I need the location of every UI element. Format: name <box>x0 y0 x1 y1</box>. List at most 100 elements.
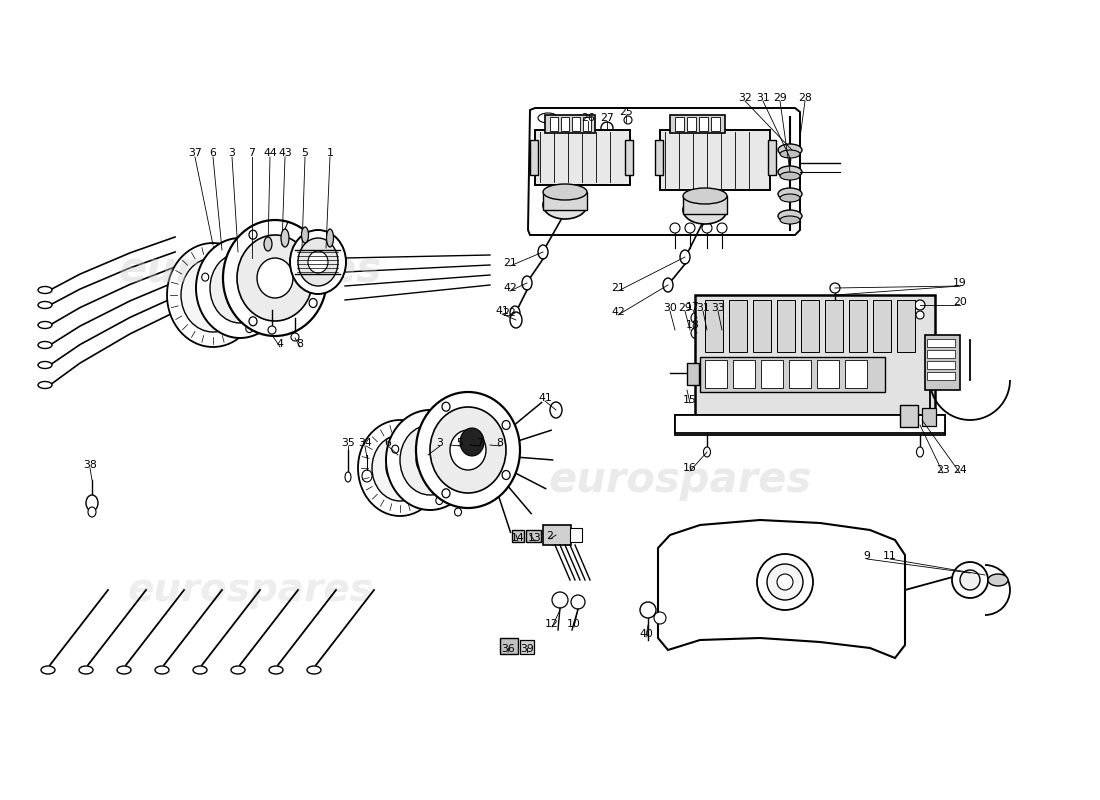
Text: 6: 6 <box>210 148 217 158</box>
Text: 8: 8 <box>297 339 304 349</box>
Bar <box>700 357 886 392</box>
Ellipse shape <box>915 300 925 310</box>
Ellipse shape <box>307 666 321 674</box>
Ellipse shape <box>780 194 800 202</box>
Ellipse shape <box>257 258 293 298</box>
Text: 5: 5 <box>456 438 463 448</box>
Ellipse shape <box>249 317 257 326</box>
Ellipse shape <box>683 196 727 224</box>
Ellipse shape <box>778 166 802 178</box>
Ellipse shape <box>86 495 98 511</box>
Text: 29: 29 <box>773 93 786 103</box>
Ellipse shape <box>685 223 695 233</box>
Bar <box>530 140 538 175</box>
Ellipse shape <box>757 554 813 610</box>
Text: 4: 4 <box>276 339 284 349</box>
Ellipse shape <box>264 237 272 251</box>
Ellipse shape <box>988 574 1008 586</box>
Ellipse shape <box>654 612 666 624</box>
Ellipse shape <box>197 277 229 313</box>
Bar <box>873 300 891 352</box>
Text: 40: 40 <box>639 629 653 639</box>
Ellipse shape <box>39 382 52 389</box>
Bar <box>768 140 776 175</box>
Text: 7: 7 <box>476 438 483 448</box>
Text: 37: 37 <box>188 148 202 158</box>
Text: 34: 34 <box>359 438 372 448</box>
Ellipse shape <box>39 322 52 329</box>
Bar <box>711 117 720 131</box>
Bar <box>535 130 630 185</box>
Ellipse shape <box>372 435 428 501</box>
Ellipse shape <box>543 191 587 219</box>
Ellipse shape <box>270 666 283 674</box>
Ellipse shape <box>167 243 258 347</box>
Ellipse shape <box>400 425 460 495</box>
Bar <box>927 361 955 369</box>
Ellipse shape <box>502 470 510 479</box>
Text: 17: 17 <box>686 302 700 312</box>
Text: 20: 20 <box>953 297 967 307</box>
Ellipse shape <box>280 229 289 247</box>
Ellipse shape <box>452 426 459 434</box>
Text: eurospares: eurospares <box>549 459 812 501</box>
Bar <box>845 360 867 388</box>
Ellipse shape <box>778 210 802 222</box>
Text: 44: 44 <box>263 148 277 158</box>
Ellipse shape <box>663 278 673 292</box>
Text: 38: 38 <box>84 460 97 470</box>
Polygon shape <box>528 108 800 235</box>
Ellipse shape <box>550 402 562 418</box>
Ellipse shape <box>691 312 703 324</box>
Ellipse shape <box>442 402 450 411</box>
Text: 32: 32 <box>738 93 752 103</box>
Ellipse shape <box>268 326 276 334</box>
Bar <box>761 360 783 388</box>
Ellipse shape <box>39 342 52 349</box>
Bar <box>550 117 558 131</box>
Ellipse shape <box>582 122 594 134</box>
Ellipse shape <box>502 421 510 430</box>
Bar <box>896 300 915 352</box>
Ellipse shape <box>510 306 520 320</box>
Ellipse shape <box>436 497 443 505</box>
Text: 26: 26 <box>581 113 595 123</box>
Text: 8: 8 <box>496 438 504 448</box>
Ellipse shape <box>155 666 169 674</box>
Ellipse shape <box>960 570 980 590</box>
Ellipse shape <box>780 150 800 158</box>
Bar <box>625 140 632 175</box>
Ellipse shape <box>362 470 372 482</box>
Ellipse shape <box>327 229 333 247</box>
Ellipse shape <box>79 666 94 674</box>
Ellipse shape <box>450 430 486 470</box>
Bar <box>512 530 524 542</box>
Ellipse shape <box>308 251 328 273</box>
Ellipse shape <box>392 445 398 453</box>
Ellipse shape <box>952 562 988 598</box>
Ellipse shape <box>510 312 522 328</box>
Text: 3: 3 <box>229 148 235 158</box>
Ellipse shape <box>196 238 284 338</box>
Text: 18: 18 <box>686 320 700 330</box>
Bar <box>688 117 696 131</box>
Ellipse shape <box>780 172 800 180</box>
Ellipse shape <box>704 447 711 457</box>
Text: 31: 31 <box>696 303 710 313</box>
Text: 10: 10 <box>568 619 581 629</box>
Text: 24: 24 <box>953 465 967 475</box>
Ellipse shape <box>192 666 207 674</box>
Text: 29: 29 <box>678 303 692 313</box>
Text: 42: 42 <box>503 283 517 293</box>
Text: 16: 16 <box>683 463 697 473</box>
Ellipse shape <box>916 311 924 319</box>
Ellipse shape <box>624 116 632 124</box>
Ellipse shape <box>538 113 558 123</box>
Ellipse shape <box>201 273 209 281</box>
Bar <box>695 295 935 415</box>
Bar <box>729 300 747 352</box>
Ellipse shape <box>454 508 462 516</box>
Text: 3: 3 <box>437 438 443 448</box>
Bar <box>570 528 582 542</box>
Text: eurospares: eurospares <box>119 249 382 291</box>
